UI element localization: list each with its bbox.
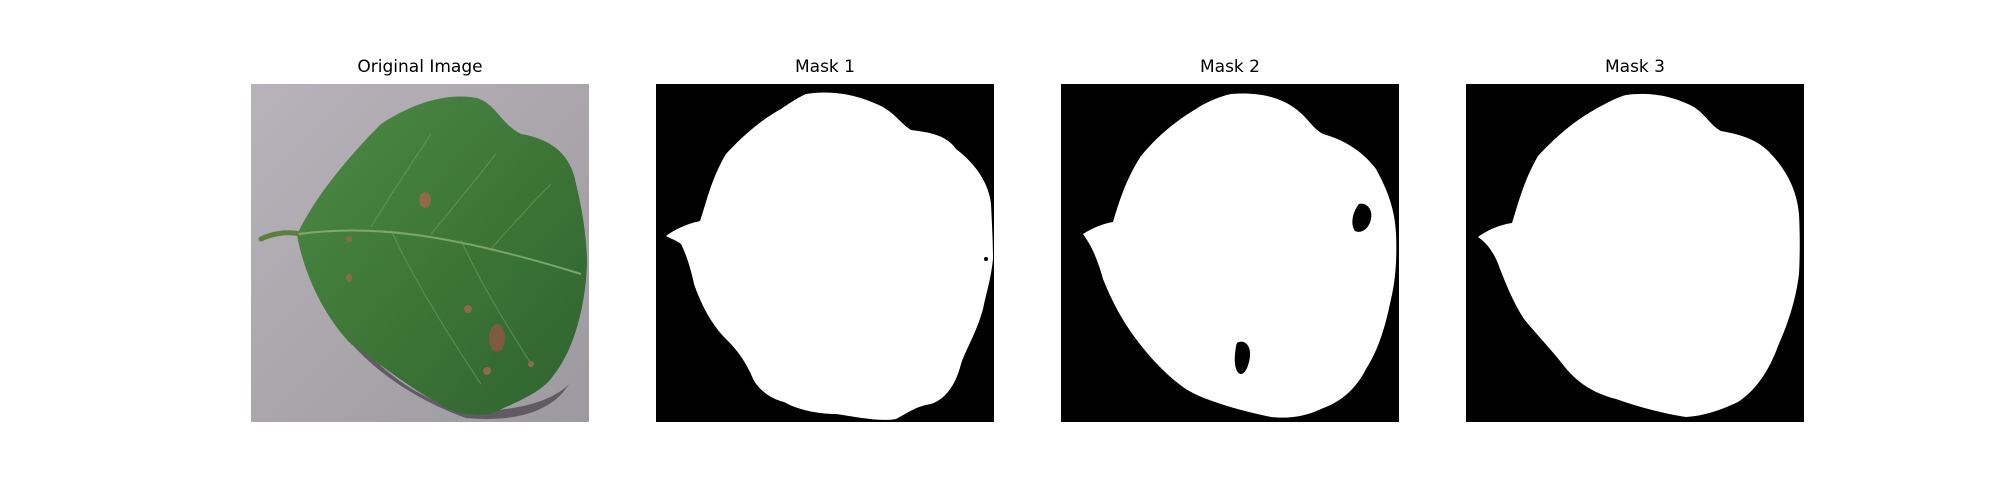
mask-1-panel: Mask 1 bbox=[656, 57, 994, 422]
mask-2-panel: Mask 2 bbox=[1061, 57, 1399, 422]
mask-2-title: Mask 2 bbox=[1199, 57, 1260, 77]
mask-1-image bbox=[656, 84, 994, 422]
mask-2-image bbox=[1061, 84, 1399, 422]
leaf-photo bbox=[251, 84, 589, 422]
original-image-panel: Original Image bbox=[251, 57, 589, 422]
leaf-shape bbox=[297, 96, 587, 415]
mask-3-panel: Mask 3 bbox=[1466, 57, 1804, 422]
mask-3-title: Mask 3 bbox=[1604, 57, 1665, 77]
mask-1-title: Mask 1 bbox=[794, 57, 855, 77]
original-image-title: Original Image bbox=[357, 57, 483, 77]
mask-3-image bbox=[1466, 84, 1804, 422]
